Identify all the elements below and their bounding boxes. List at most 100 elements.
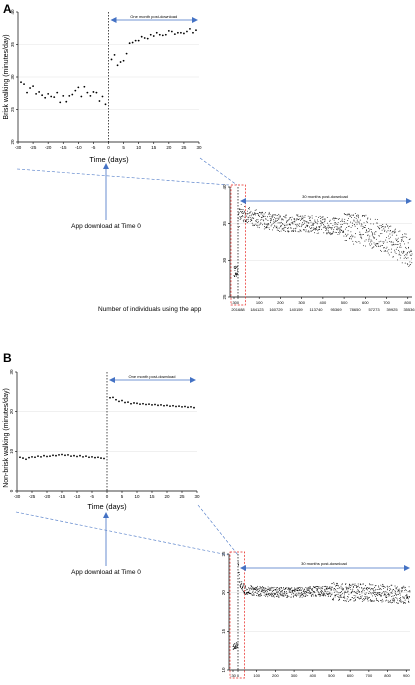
data-point [338,218,340,220]
x-tick-label: 5 [121,494,124,499]
data-point [390,251,392,253]
data-point [236,644,238,646]
data-point [402,590,403,592]
data-point [361,215,363,217]
data-point [391,584,393,586]
data-point [379,225,381,227]
data-point [356,241,358,243]
data-point [285,222,287,223]
data-point [334,222,336,224]
data-point [371,601,373,602]
data-point [242,590,244,592]
data-point [274,214,276,216]
data-point [300,589,302,591]
data-point [312,593,314,595]
data-point [275,214,277,216]
data-point [285,227,287,229]
data-point [280,590,282,592]
data-point [375,597,377,599]
data-point [398,588,400,590]
data-point [288,589,290,591]
data-point [374,237,376,239]
data-point [382,223,384,225]
data-point [344,240,346,241]
data-point [366,222,368,223]
data-point [299,218,301,220]
data-point [385,600,387,602]
data-point [324,590,326,592]
data-point [68,94,71,97]
data-point [365,214,367,216]
data-point [398,249,400,251]
data-point [345,240,347,241]
data-point [287,220,289,222]
data-point [405,596,407,598]
data-point [384,229,386,231]
data-point [263,588,265,589]
data-point [347,230,349,232]
data-point [372,233,374,235]
data-point [371,231,372,233]
data-point [367,235,369,237]
data-point [355,585,357,587]
data-point [247,208,249,210]
data-point [404,233,406,235]
data-point [370,229,372,230]
data-point [290,596,292,598]
data-point [293,588,295,590]
data-point [247,213,249,215]
data-point [304,220,306,222]
data-point [366,220,368,222]
data-point [357,596,359,598]
data-point [339,599,340,601]
data-point [390,592,392,594]
data-point [234,272,236,274]
data-point [318,587,320,589]
data-point [385,251,387,252]
data-point [405,594,407,596]
data-point [283,229,285,231]
data-point [246,592,248,594]
data-point [76,455,78,458]
data-point [268,227,270,229]
data-point [341,583,343,585]
data-point [289,218,291,220]
data-point [346,213,348,215]
data-point [271,215,273,217]
data-point [299,595,301,597]
data-point [322,227,324,229]
data-point [330,227,332,229]
data-point [382,242,384,244]
data-point [355,233,357,235]
data-point [240,583,242,585]
data-point [292,595,294,597]
data-point [362,590,363,592]
data-point [371,240,373,242]
data-point [303,594,305,596]
data-point [278,230,279,231]
data-point [316,590,318,592]
data-point [265,590,267,592]
data-point [281,592,283,594]
x-tick-label: 20 [164,494,170,499]
data-point [267,219,269,221]
data-point [361,238,363,240]
data-point [348,588,350,590]
data-point [380,600,381,602]
data-point [354,236,356,238]
data-point [103,457,105,460]
data-point [340,224,342,226]
data-point [394,590,396,592]
data-point [338,585,340,587]
b-zoom-connector-left [15,511,229,556]
data-point [392,230,393,232]
data-point [392,241,394,243]
data-point [280,224,282,226]
data-point [397,599,399,601]
data-point [396,243,398,245]
data-point [329,219,331,221]
data-point [366,595,368,597]
data-point [368,587,370,589]
data-point [301,591,303,593]
